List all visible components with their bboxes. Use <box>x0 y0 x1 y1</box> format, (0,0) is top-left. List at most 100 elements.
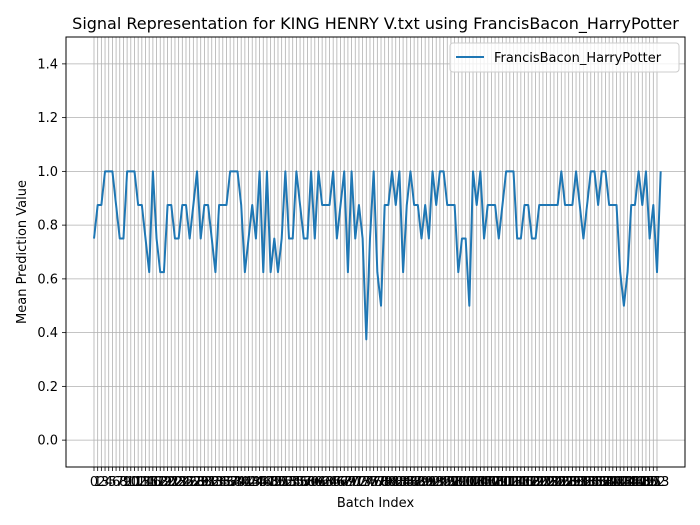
x-tick-label: 23 <box>170 475 187 490</box>
x-tick-label: 44 <box>248 475 265 490</box>
x-tick-label: 35 <box>215 475 232 490</box>
x-tick-label: 12 <box>130 475 147 490</box>
x-tick-label: 53 <box>281 475 298 490</box>
x-tick-label: 79 <box>376 475 393 490</box>
x-tick-label: 61 <box>310 475 327 490</box>
x-tick-label: 127 <box>549 475 574 490</box>
x-tick-label: 21 <box>163 475 180 490</box>
legend-entry: FrancisBacon_HarryPotter <box>494 51 662 66</box>
x-tick-label: 140 <box>597 475 622 490</box>
x-tick-label: 145 <box>615 475 640 490</box>
x-tick-label: 33 <box>207 475 224 490</box>
x-tick-label: 74 <box>358 475 375 490</box>
x-tick-label: 115 <box>505 475 530 490</box>
x-tick-label: 43 <box>244 475 261 490</box>
x-tick-label: 129 <box>556 475 581 490</box>
x-tick-label: 50 <box>270 475 287 490</box>
x-tick-label: 42 <box>240 475 257 490</box>
x-tick-label: 137 <box>586 475 611 490</box>
x-tick-label: 130 <box>560 475 585 490</box>
x-tick-label: 110 <box>486 475 511 490</box>
x-tick-label: 13 <box>134 475 151 490</box>
x-tick-label: 138 <box>589 475 614 490</box>
x-tick-label: 31 <box>200 475 217 490</box>
x-tick-label: 16 <box>145 475 162 490</box>
x-tick-label: 9 <box>123 475 131 490</box>
x-tick-label: 81 <box>384 475 401 490</box>
x-tick-label: 38 <box>226 475 243 490</box>
x-tick-label: 24 <box>174 475 191 490</box>
x-tick-label: 95 <box>435 475 452 490</box>
x-tick-label: 11 <box>126 475 143 490</box>
x-tick-label: 132 <box>567 475 592 490</box>
x-tick-label: 82 <box>387 475 404 490</box>
x-tick-label: 60 <box>307 475 324 490</box>
x-tick-label: 113 <box>497 475 522 490</box>
y-tick-label: 0.4 <box>37 326 58 341</box>
x-tick-label: 100 <box>450 475 475 490</box>
x-tick-label: 5 <box>108 475 116 490</box>
y-axis: 0.0 0.2 0.4 0.6 0.8 1.0 1.2 1.4 <box>37 57 66 449</box>
x-tick-label: 90 <box>417 475 434 490</box>
x-tick-label: 86 <box>402 475 419 490</box>
x-tick-label: 30 <box>196 475 213 490</box>
legend: FrancisBacon_HarryPotter <box>449 42 680 73</box>
x-tick-label: 39 <box>229 475 246 490</box>
series-layer <box>93 170 662 341</box>
x-tick-label: 147 <box>623 475 648 490</box>
x-tick-label: 98 <box>446 475 463 490</box>
x-tick-label: 27 <box>185 475 202 490</box>
x-tick-label: 104 <box>464 475 489 490</box>
y-tick-label: 0.6 <box>37 272 58 287</box>
y-tick-label: 1.0 <box>37 165 58 180</box>
x-tick-label: 112 <box>494 475 519 490</box>
x-tick-label: 37 <box>222 475 239 490</box>
x-tick-label: 106 <box>472 475 497 490</box>
x-tick-label: 47 <box>259 475 276 490</box>
x-tick-label: 57 <box>295 475 312 490</box>
x-tick-label: 92 <box>424 475 441 490</box>
x-tick-label: 56 <box>292 475 309 490</box>
y-axis-label: Mean Prediction Value <box>15 180 30 324</box>
x-axis: 0123456789101112131415161718192021222324… <box>90 467 669 490</box>
x-tick-label: 3 <box>101 475 109 490</box>
x-tick-label: 87 <box>406 475 423 490</box>
x-tick-label: 51 <box>273 475 290 490</box>
x-tick-label: 52 <box>277 475 294 490</box>
x-tick-label: 10 <box>123 475 140 490</box>
x-tick-label: 102 <box>457 475 482 490</box>
x-tick-label: 49 <box>266 475 283 490</box>
x-tick-label: 116 <box>508 475 533 490</box>
x-tick-label: 36 <box>218 475 235 490</box>
x-tick-label: 96 <box>439 475 456 490</box>
x-tick-label: 46 <box>255 475 272 490</box>
plot-frame <box>65 36 686 468</box>
x-tick-label: 58 <box>299 475 316 490</box>
x-tick-label: 32 <box>203 475 220 490</box>
x-tick-label: 1 <box>94 475 102 490</box>
x-tick-label: 40 <box>233 475 250 490</box>
x-axis-label: Batch Index <box>337 496 415 511</box>
x-tick-label: 68 <box>336 475 353 490</box>
x-tick-label: 136 <box>582 475 607 490</box>
x-tick-label: 149 <box>630 475 655 490</box>
x-tick-label: 118 <box>516 475 541 490</box>
x-tick-label: 135 <box>578 475 603 490</box>
x-tick-label: 34 <box>211 475 228 490</box>
y-tick-label: 0.0 <box>37 434 58 449</box>
x-tick-label: 89 <box>413 475 430 490</box>
x-tick-label: 103 <box>461 475 486 490</box>
y-tick-label: 0.8 <box>37 219 58 234</box>
chart-title: Signal Representation for KING HENRY V.t… <box>72 14 679 34</box>
y-tick-label: 0.2 <box>37 380 58 395</box>
x-tick-label: 109 <box>483 475 508 490</box>
x-tick-label: 133 <box>571 475 596 490</box>
x-tick-label: 55 <box>288 475 305 490</box>
x-tick-label: 141 <box>600 475 625 490</box>
x-tick-label: 63 <box>318 475 335 490</box>
x-tick-label: 54 <box>284 475 301 490</box>
grid <box>66 37 685 467</box>
x-tick-label: 80 <box>380 475 397 490</box>
x-tick-label: 125 <box>542 475 567 490</box>
x-tick-label: 108 <box>479 475 504 490</box>
